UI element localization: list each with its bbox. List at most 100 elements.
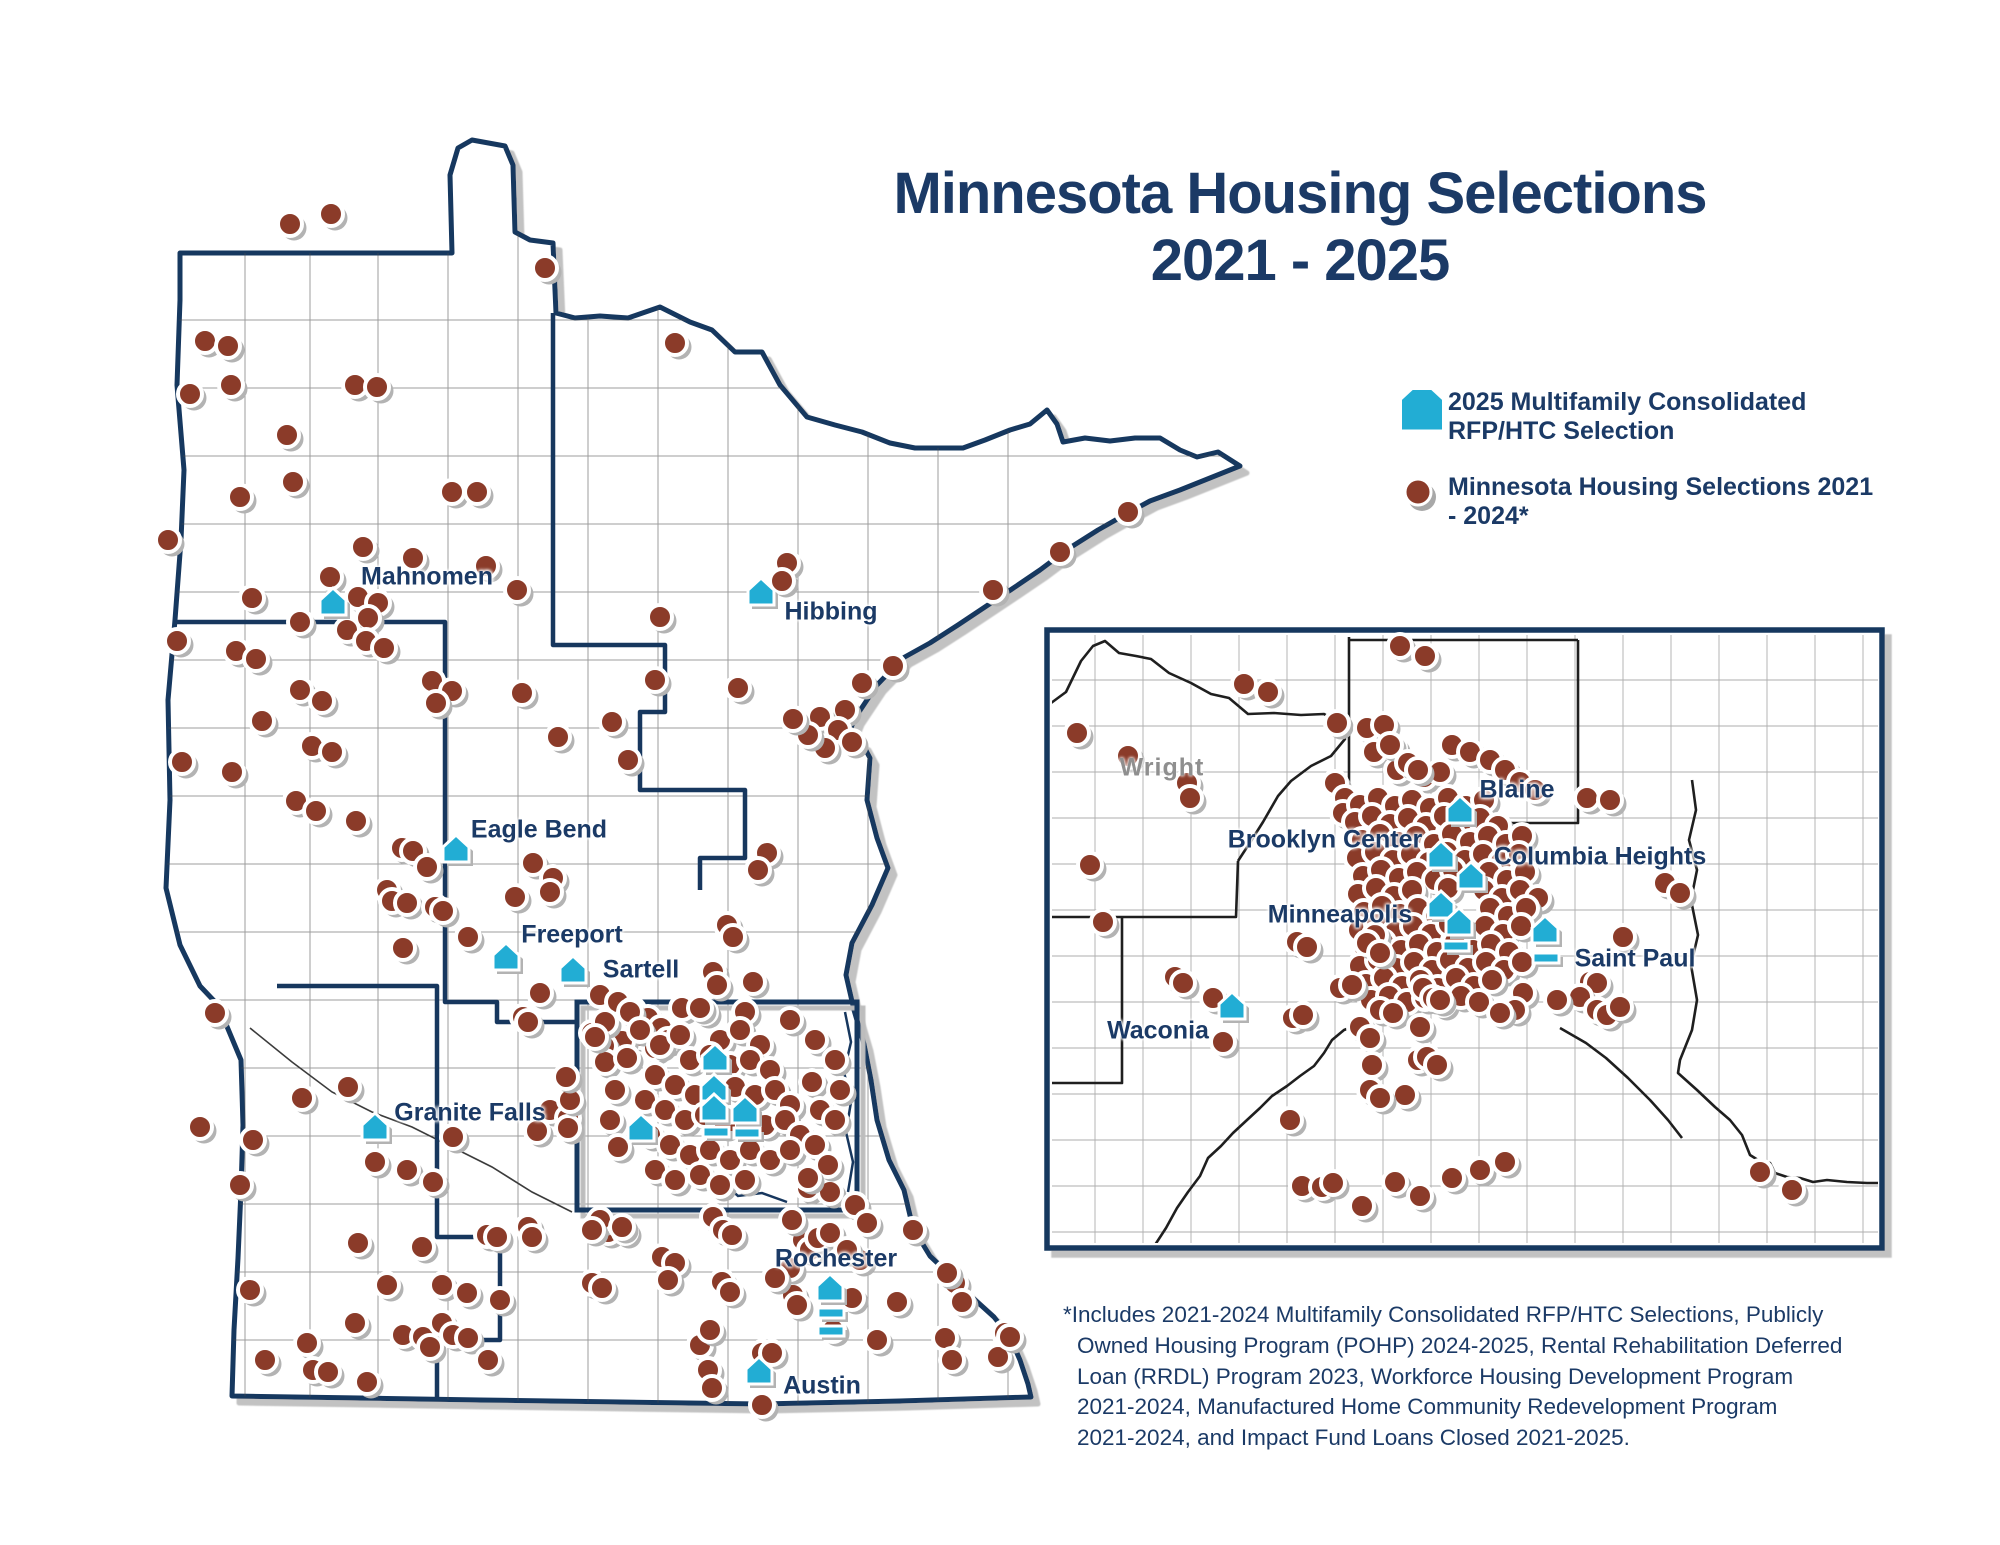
selection-dot xyxy=(596,1106,627,1137)
rfp-house-icon xyxy=(1426,838,1458,872)
rfp-stack-bar-icon xyxy=(1441,939,1473,955)
selection-dot xyxy=(279,468,310,499)
selection-dot xyxy=(938,1346,969,1377)
selection-dot xyxy=(1046,538,1077,569)
selection-dot xyxy=(1596,786,1627,817)
selection-dot xyxy=(783,1291,814,1322)
selection-dot xyxy=(508,679,539,710)
legend: 2025 Multifamily Consolidated RFP/HTC Se… xyxy=(1393,374,1882,557)
selection-dot xyxy=(899,1216,930,1247)
selection-dot xyxy=(613,1044,644,1075)
selection-dot xyxy=(1466,1156,1497,1187)
rfp-house-icon xyxy=(1456,859,1488,893)
selection-dot xyxy=(1778,1176,1809,1207)
selection-dot xyxy=(821,1046,852,1077)
selection-dot xyxy=(472,552,503,583)
selection-dot xyxy=(483,1223,514,1254)
map-title-line1: Minnesota Housing Selections xyxy=(893,161,1707,226)
selection-dot xyxy=(1293,933,1324,964)
selection-dot xyxy=(317,200,348,231)
map-title: Minnesota Housing Selections 2021 - 2025 xyxy=(810,160,1790,295)
selection-dot xyxy=(1089,908,1120,939)
selection-dot xyxy=(801,1131,832,1162)
selection-dot xyxy=(341,1309,372,1340)
selection-dot xyxy=(1338,971,1369,1002)
selection-dot xyxy=(931,1324,962,1355)
map-title-line2: 2021 - 2025 xyxy=(1150,228,1451,294)
selection-dot xyxy=(217,371,248,402)
selection-dot xyxy=(1209,1028,1240,1059)
selection-dot xyxy=(703,971,734,1002)
selection-dot xyxy=(393,1156,424,1187)
selection-dot xyxy=(413,853,444,884)
selection-dot xyxy=(598,708,629,739)
selection-dot xyxy=(168,748,199,779)
selection-dot xyxy=(666,1021,697,1052)
selection-dot xyxy=(979,576,1010,607)
selection-dot xyxy=(696,1316,727,1347)
selection-dot xyxy=(276,210,307,241)
selection-dot xyxy=(761,1264,792,1295)
selection-dot xyxy=(1746,1158,1777,1189)
selection-dot xyxy=(503,576,534,607)
selection-dot xyxy=(686,994,717,1025)
selection-dot xyxy=(581,1023,612,1054)
selection-dot xyxy=(302,797,333,828)
rfp-house-icon xyxy=(815,1271,847,1305)
legend-label: 2025 Multifamily Consolidated RFP/HTC Se… xyxy=(1448,388,1807,446)
legend-item-selections-2021-2024: Minnesota Housing Selections 2021 - 2024… xyxy=(1402,473,1882,532)
selection-dot xyxy=(716,1278,747,1309)
selection-dot xyxy=(308,687,339,718)
selection-dot xyxy=(641,1061,672,1092)
selection-dot xyxy=(933,1259,964,1290)
selection-dot xyxy=(408,1233,439,1264)
legend-item-rfp-2025: 2025 Multifamily Consolidated RFP/HTC Se… xyxy=(1393,374,1882,447)
selection-dot xyxy=(1366,1084,1397,1115)
selection-dot xyxy=(1423,1051,1454,1082)
selection-dot xyxy=(776,1006,807,1037)
selection-dot xyxy=(588,1274,619,1305)
selection-dot xyxy=(794,1164,825,1195)
rfp-house-icon xyxy=(1530,913,1562,947)
selection-dot xyxy=(948,1288,979,1319)
selection-dot xyxy=(463,478,494,509)
selection-dot xyxy=(1478,966,1509,997)
selection-dot xyxy=(536,878,567,909)
selection-dot xyxy=(273,421,304,452)
selection-dot xyxy=(1521,776,1552,807)
selection-dot xyxy=(768,567,799,598)
rfp-house-icon xyxy=(441,832,473,866)
rfp-stack-bar-icon xyxy=(816,1306,848,1322)
rfp-house-icon xyxy=(1444,905,1476,939)
selection-dot xyxy=(1486,999,1517,1030)
selection-dot xyxy=(1366,939,1397,970)
selection-dot xyxy=(1438,1164,1469,1195)
selection-dot xyxy=(544,723,575,754)
selection-dot xyxy=(1606,993,1637,1024)
selection-dot xyxy=(838,728,869,759)
rfp-stack-bar-icon xyxy=(816,1324,848,1340)
selection-dot xyxy=(349,533,380,564)
selection-dot xyxy=(453,1279,484,1310)
selection-dot xyxy=(1386,632,1417,663)
rfp-house-icon xyxy=(746,575,778,609)
selection-dot xyxy=(798,1068,829,1099)
selection-dot xyxy=(1289,1001,1320,1032)
selection-dot xyxy=(399,544,430,575)
selection-dot xyxy=(641,666,672,697)
rfp-house-icon xyxy=(558,953,590,987)
selection-dot xyxy=(1114,498,1145,529)
selection-dot xyxy=(242,645,273,676)
selection-dot xyxy=(176,380,207,411)
selection-dot xyxy=(1573,784,1604,815)
selection-dot xyxy=(531,254,562,285)
selection-dot xyxy=(718,1221,749,1252)
selection-dot xyxy=(706,1171,737,1202)
selection-dot xyxy=(163,627,194,658)
selection-dot xyxy=(1348,1192,1379,1223)
selection-dot xyxy=(833,1236,864,1267)
selection-dot xyxy=(526,979,557,1010)
rfp-stack-bar-icon xyxy=(701,1125,733,1141)
